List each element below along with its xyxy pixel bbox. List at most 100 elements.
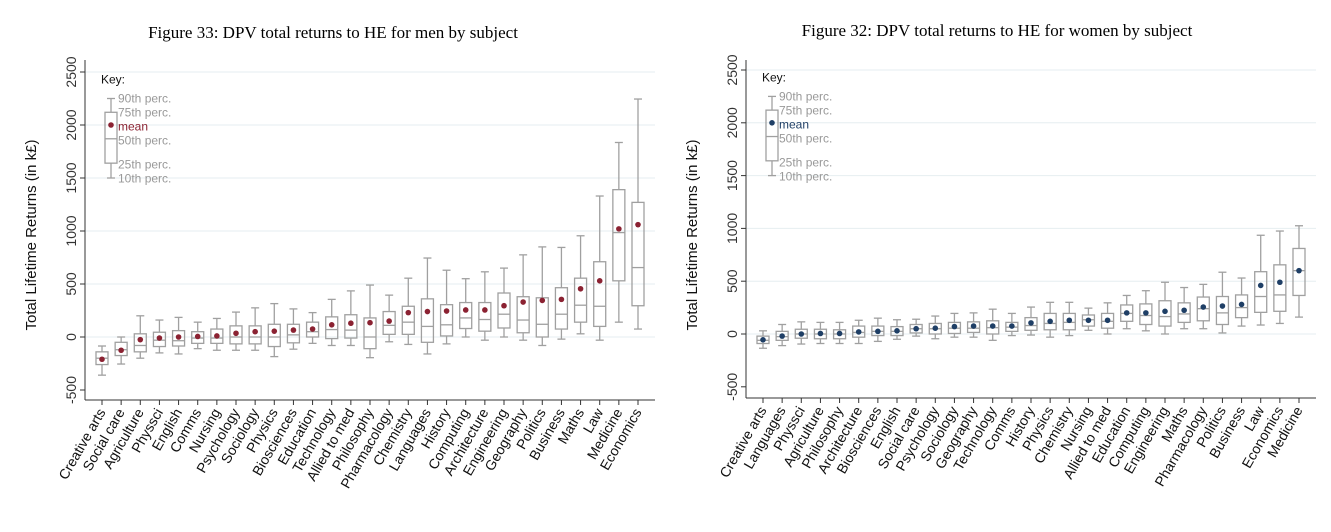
box-mean-dot	[1009, 323, 1015, 329]
box-mean-dot	[290, 327, 297, 333]
box-mean-dot	[855, 329, 862, 335]
box-iqr-box	[325, 316, 339, 340]
box-iqr-box	[401, 305, 415, 336]
box-iqr-box	[1273, 264, 1287, 312]
box-mean-dot	[1143, 310, 1149, 316]
key-label: 50th perc.	[118, 134, 171, 148]
box-iqr-box	[248, 325, 262, 345]
y-tick-label: 0	[724, 330, 740, 338]
key-mean-dot	[769, 120, 775, 126]
box-iqr-box	[966, 321, 981, 334]
box-mean-dot	[1219, 303, 1226, 309]
box-iqr-box	[439, 304, 454, 337]
box-iqr-box	[210, 328, 224, 345]
key-label: 10th perc.	[779, 169, 832, 183]
box-mean-dot	[175, 334, 182, 340]
box-mean-dot	[156, 335, 163, 341]
key-label: 25th perc.	[118, 158, 171, 172]
key-label: 10th perc.	[118, 172, 171, 186]
key-label: 75th perc.	[118, 106, 171, 120]
box-mean-dot	[1181, 307, 1187, 314]
box-mean-dot	[836, 330, 843, 337]
box-iqr-box	[133, 333, 147, 353]
box-mean-dot	[1085, 317, 1092, 324]
chart-title-women: Figure 32: DPV total returns to HE for w…	[802, 21, 1193, 40]
box-mean-dot	[424, 308, 431, 315]
box-mean-dot	[596, 278, 603, 284]
key-label: 50th perc.	[779, 131, 832, 145]
box-iqr-box	[497, 292, 511, 329]
box-mean-dot	[386, 318, 392, 324]
box-mean-dot	[194, 333, 201, 340]
box-mean-dot	[462, 307, 469, 313]
box-iqr-box	[344, 314, 358, 339]
box-mean-dot	[367, 319, 373, 326]
y-axis-label-women: Total Lifetime Returns (in k£)	[684, 140, 701, 331]
box-iqr-box	[1043, 312, 1057, 331]
key-label: mean	[779, 117, 809, 131]
box-mean-dot	[271, 328, 278, 334]
box-mean-dot	[1238, 301, 1245, 308]
box-iqr-box	[1081, 314, 1096, 327]
box-mean-dot	[875, 328, 881, 335]
y-tick-label: -500	[63, 376, 79, 404]
key-title: Key:	[101, 73, 125, 87]
box-mean-dot	[989, 323, 996, 329]
box-iqr-box	[516, 296, 530, 334]
box-iqr-box	[420, 298, 435, 343]
box-mean-dot	[309, 326, 316, 332]
box-iqr-box	[1177, 302, 1191, 324]
box-iqr-box	[459, 301, 473, 330]
box-iqr-box	[593, 261, 607, 328]
box-mean-dot	[482, 307, 488, 313]
key-mean-dot	[108, 122, 114, 128]
box-mean-dot	[1277, 279, 1283, 286]
box-mean-dot	[1066, 317, 1073, 324]
box-mean-dot	[558, 296, 565, 303]
box-mean-dot	[520, 299, 526, 305]
y-tick-label: 2500	[724, 54, 740, 85]
box-mean-dot	[1296, 267, 1302, 274]
box-iqr-box	[1234, 294, 1249, 319]
box-iqr-box	[267, 323, 281, 348]
box-mean-dot	[913, 325, 919, 332]
box-iqr-box	[775, 330, 789, 341]
box-mean-dot	[779, 333, 785, 339]
box-mean-dot	[405, 309, 412, 316]
box-mean-dot	[137, 336, 144, 343]
chart-title-men: Figure 33: DPV total returns to HE for m…	[148, 23, 518, 42]
box-mean-dot	[501, 302, 507, 309]
box-mean-dot	[951, 323, 958, 330]
y-axis-label-men: Total Lifetime Returns (in k£)	[23, 140, 40, 331]
y-tick-label: 1500	[63, 162, 79, 193]
y-tick-label: 2500	[63, 56, 79, 87]
box-iqr-box	[1292, 247, 1306, 297]
box-iqr-box	[554, 287, 569, 330]
box-mean-dot	[1123, 310, 1130, 316]
box-iqr-box	[1139, 303, 1153, 326]
y-tick-label: 2000	[63, 109, 79, 140]
box-iqr-box	[1254, 271, 1268, 314]
key-iqr-box	[765, 109, 779, 162]
box-iqr-box	[1062, 312, 1076, 331]
box-mean-dot	[118, 347, 124, 354]
box-iqr-box	[1158, 300, 1172, 327]
box-iqr-box	[535, 297, 549, 338]
y-tick-label: 2000	[724, 107, 740, 138]
key-label: 90th perc.	[779, 89, 832, 103]
box-iqr-box	[229, 325, 243, 345]
box-mean-dot	[577, 285, 584, 292]
box-iqr-box	[612, 189, 626, 282]
box-mean-dot	[443, 308, 450, 314]
box-mean-dot	[970, 323, 977, 329]
box-mean-dot	[1200, 304, 1207, 310]
box-mean-dot	[214, 333, 220, 339]
box-mean-dot	[233, 330, 239, 337]
box-mean-dot	[1257, 282, 1264, 289]
y-tick-label: 0	[63, 333, 79, 341]
y-tick-label: -500	[724, 373, 740, 401]
key-iqr-box	[104, 111, 118, 164]
